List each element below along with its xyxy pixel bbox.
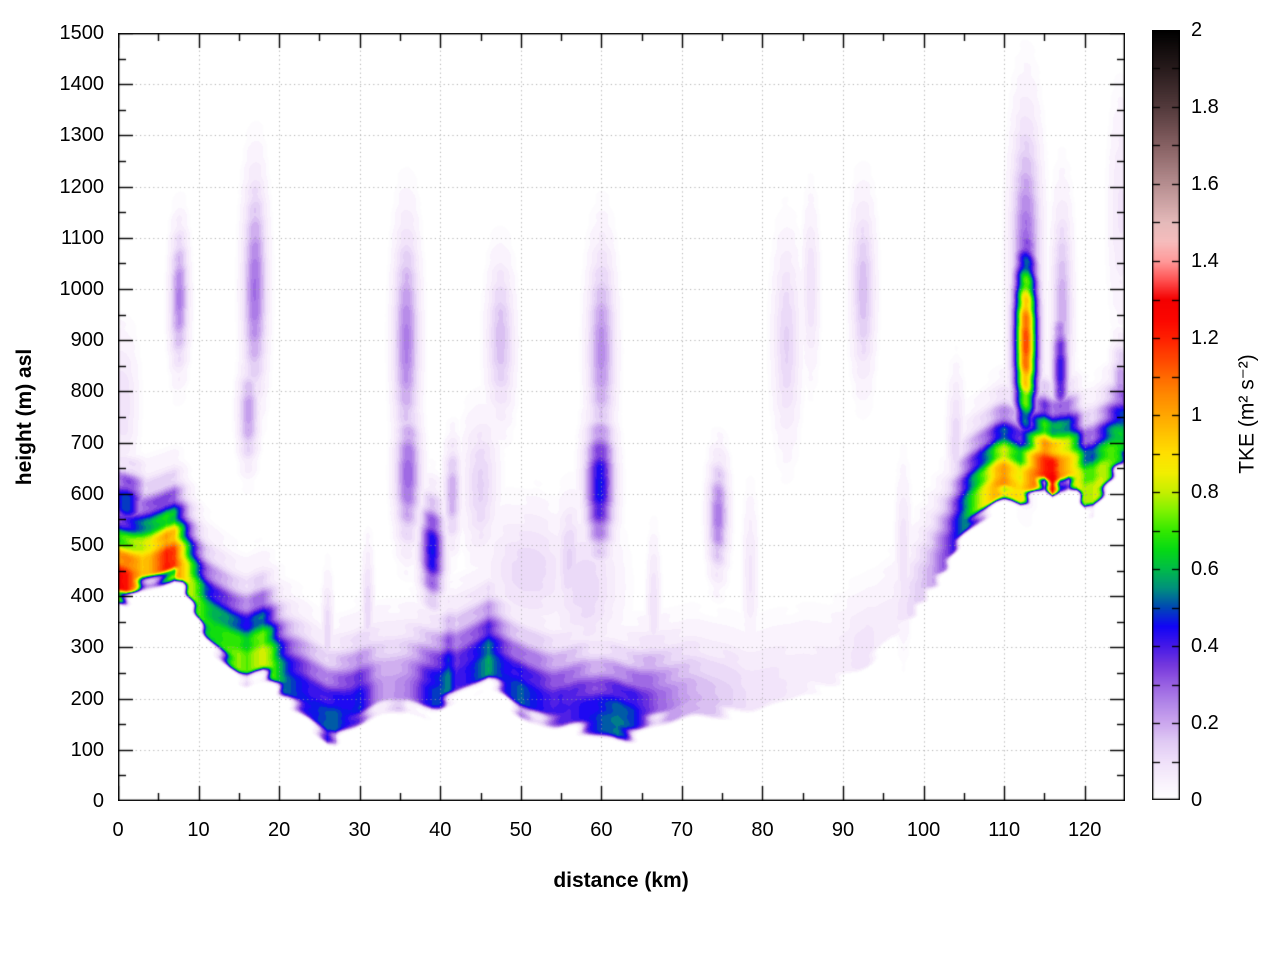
colorbar-tick-label: 0.2 bbox=[1191, 712, 1219, 734]
y-tick-label: 1100 bbox=[60, 226, 104, 249]
x-tick-label: 110 bbox=[988, 819, 1021, 841]
x-axis-title: distance (km) bbox=[553, 869, 689, 892]
colorbar-tick-label: 1.8 bbox=[1191, 96, 1219, 118]
y-tick-label: 100 bbox=[70, 738, 104, 761]
colorbar-tick-label: 2 bbox=[1191, 19, 1203, 41]
y-tick-label: 1500 bbox=[59, 22, 105, 44]
colorbar-tick-label: 0 bbox=[1191, 789, 1203, 811]
x-tick-label: 120 bbox=[1068, 819, 1102, 841]
x-tick-label: 100 bbox=[906, 819, 941, 841]
x-tick-label: 0 bbox=[112, 819, 124, 841]
colorbar-tick-label: 0.8 bbox=[1191, 481, 1219, 503]
colorbar-tick-label: 0.4 bbox=[1191, 635, 1219, 657]
colorbar-tick-label: 1.6 bbox=[1191, 173, 1219, 195]
y-tick-label: 300 bbox=[70, 636, 104, 659]
colorbar-tick-label: 1.2 bbox=[1191, 327, 1219, 349]
y-tick-label: 1300 bbox=[59, 124, 105, 147]
x-tick-label: 30 bbox=[348, 819, 371, 841]
y-tick-label: 1400 bbox=[59, 73, 105, 96]
colorbar-title: TKE (m² s⁻²) bbox=[1235, 354, 1259, 474]
y-tick-label: 600 bbox=[70, 482, 104, 505]
x-tick-label: 70 bbox=[670, 819, 694, 841]
x-tick-label: 90 bbox=[831, 819, 855, 841]
x-tick-label: 20 bbox=[267, 819, 291, 841]
y-tick-label: 0 bbox=[92, 790, 104, 812]
colorbar-tick-label: 1.4 bbox=[1191, 250, 1219, 272]
y-tick-label: 800 bbox=[70, 380, 104, 403]
y-tick-label: 1000 bbox=[59, 278, 105, 300]
colorbar-tick-label: 1 bbox=[1191, 404, 1203, 426]
y-tick-label: 1200 bbox=[59, 175, 105, 198]
y-tick-label: 500 bbox=[70, 534, 104, 556]
x-tick-label: 50 bbox=[509, 819, 532, 841]
y-tick-label: 700 bbox=[70, 431, 104, 454]
y-tick-label: 900 bbox=[70, 329, 104, 352]
colorbar-gradient bbox=[1152, 30, 1180, 800]
y-tick-label: 200 bbox=[70, 687, 104, 710]
tke-heatmap-canvas bbox=[118, 33, 1125, 801]
y-tick-label: 400 bbox=[70, 585, 104, 608]
y-axis-title: height (m) asl bbox=[13, 348, 36, 486]
x-tick-label: 40 bbox=[429, 819, 452, 841]
x-tick-label: 80 bbox=[751, 819, 774, 841]
x-tick-label: 10 bbox=[187, 819, 210, 841]
colorbar-tick-label: 0.6 bbox=[1191, 558, 1219, 580]
x-tick-label: 60 bbox=[590, 819, 613, 841]
